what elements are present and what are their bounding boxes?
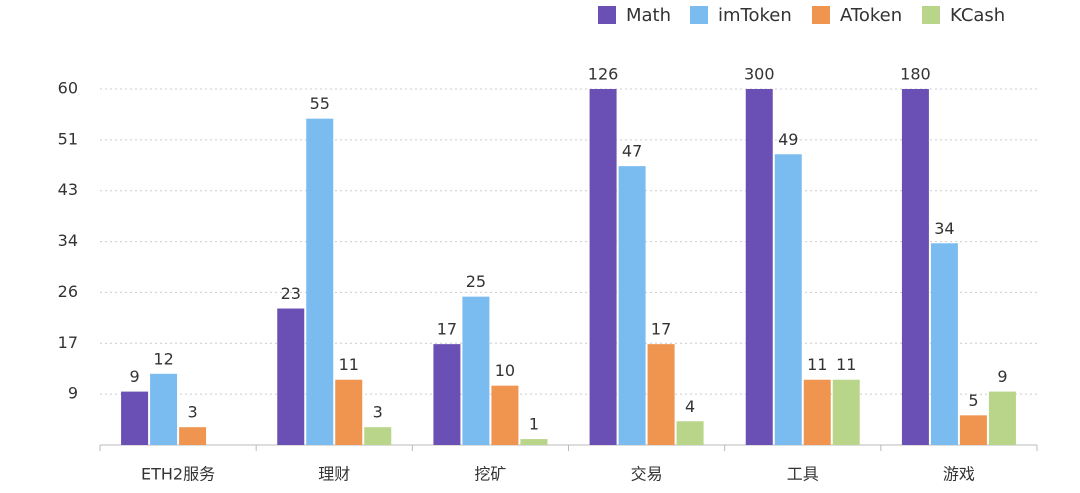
legend-label: imToken (718, 5, 792, 26)
bar (121, 391, 149, 445)
bar (988, 391, 1016, 445)
x-tick-label: 游戏 (943, 465, 975, 484)
bar (589, 89, 617, 445)
plot-area (121, 89, 1016, 445)
bar (774, 154, 802, 445)
data-label: 4 (685, 397, 695, 416)
data-label: 17 (651, 320, 671, 339)
bar (832, 379, 860, 445)
data-label: 300 (744, 65, 775, 84)
bar (959, 415, 987, 445)
data-label: 25 (466, 272, 486, 291)
x-tick-label: 挖矿 (474, 465, 506, 484)
data-label: 10 (495, 361, 515, 380)
bar (150, 373, 178, 445)
x-tick-label: ETH2服务 (141, 465, 215, 484)
data-label: 47 (622, 142, 642, 161)
bar (803, 379, 831, 445)
y-tick-label: 60 (58, 79, 78, 98)
bar (618, 166, 646, 445)
bar (930, 243, 958, 445)
bar (491, 385, 519, 445)
data-label: 17 (437, 320, 457, 339)
data-label: 23 (281, 284, 301, 303)
x-tick-label: 理财 (318, 465, 350, 484)
bar (179, 427, 207, 445)
data-label: 180 (900, 65, 931, 84)
legend-label: Math (626, 5, 671, 26)
data-label: 11 (836, 355, 856, 374)
bar (433, 344, 461, 445)
bar (901, 89, 929, 445)
data-label: 49 (778, 130, 798, 149)
legend-swatch (598, 6, 616, 24)
x-tick-label: 工具 (787, 465, 819, 484)
data-label: 5 (968, 391, 978, 410)
bar (520, 439, 548, 445)
bar (335, 379, 363, 445)
data-label: 9 (997, 367, 1007, 386)
y-tick-label: 43 (58, 180, 78, 199)
y-tick-label: 51 (58, 129, 78, 148)
data-label: 3 (187, 403, 197, 422)
y-tick-label: 26 (58, 282, 78, 301)
y-tick-label: 9 (68, 384, 78, 403)
bar (647, 344, 675, 445)
data-label: 55 (310, 94, 330, 113)
x-tick-label: 交易 (631, 465, 663, 484)
data-label: 126 (588, 65, 619, 84)
bar (277, 308, 305, 445)
bar (462, 296, 490, 445)
legend-label: KCash (950, 5, 1005, 26)
data-label: 12 (153, 349, 173, 368)
y-tick-label: 17 (58, 333, 78, 352)
bar (745, 89, 773, 445)
bar (364, 427, 392, 445)
bar (676, 421, 704, 445)
data-label: 9 (129, 367, 139, 386)
legend-swatch (690, 6, 708, 24)
legend-label: AToken (840, 5, 902, 26)
y-tick-label: 34 (58, 231, 78, 250)
data-label: 11 (339, 355, 359, 374)
data-label: 11 (807, 355, 827, 374)
bar (306, 118, 334, 445)
data-label: 1 (529, 415, 539, 434)
legend-swatch (922, 6, 940, 24)
data-label: 3 (373, 403, 383, 422)
legend-swatch (812, 6, 830, 24)
data-label: 34 (934, 219, 954, 238)
